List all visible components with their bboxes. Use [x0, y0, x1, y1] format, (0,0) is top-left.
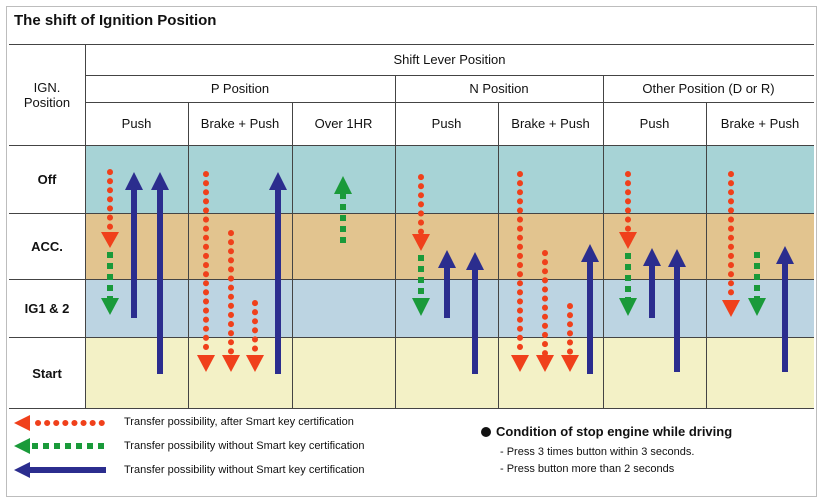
row-label-acc: ACC. — [31, 238, 63, 254]
grid-line — [603, 75, 604, 409]
blue-arrowhead — [776, 246, 794, 264]
legend-label-green: Transfer possibility without Smart key c… — [124, 440, 365, 452]
red-arrowhead — [222, 355, 240, 372]
diagram-title: The shift of Ignition Position — [14, 12, 217, 29]
grid-line — [395, 75, 396, 409]
red-arrowhead — [412, 234, 430, 251]
green-arrowhead — [101, 298, 119, 315]
green-arrowhead — [412, 298, 430, 316]
grid-line — [85, 75, 814, 76]
green-arrowhead — [334, 176, 352, 194]
row-label-start: Start — [32, 365, 62, 381]
row-label-off: Off — [37, 171, 57, 187]
header-group-p: P Position — [210, 81, 270, 96]
legend-red-arrowhead — [14, 415, 30, 431]
condition-bullet — [481, 427, 491, 437]
red-arrowhead — [246, 355, 264, 372]
red-arrowhead — [619, 232, 637, 249]
legend-blue-arrowhead — [14, 462, 30, 478]
red-arrowhead — [722, 300, 740, 317]
header-col-p-push: Push — [121, 116, 152, 131]
legend-label-blue: Transfer possibility without Smart key c… — [124, 464, 365, 476]
grid-line — [85, 102, 814, 103]
grid-line — [706, 102, 707, 409]
header-col-p-brake-push: Brake + Push — [200, 116, 280, 131]
header-ign-position: IGN. Position — [23, 79, 71, 110]
blue-arrowhead — [581, 244, 599, 262]
blue-arrowhead — [466, 252, 484, 270]
legend-green-arrowhead — [14, 438, 30, 454]
header-col-other-brake-push: Brake + Push — [720, 116, 800, 131]
blue-arrowhead — [125, 172, 143, 190]
condition-title: Condition of stop engine while driving — [496, 424, 733, 439]
header-col-other-push: Push — [639, 116, 670, 131]
grid-line — [9, 44, 814, 45]
grid-line — [9, 279, 814, 280]
blue-arrowhead — [668, 249, 686, 267]
header-group-n: N Position — [469, 81, 529, 96]
red-arrowhead — [536, 355, 554, 372]
header-col-p-over-1hr: Over 1HR — [314, 116, 373, 131]
grid-line — [498, 102, 499, 409]
grid-line — [9, 213, 814, 214]
header-shift-lever: Shift Lever Position — [393, 52, 506, 67]
grid-line — [85, 44, 86, 409]
grid-line — [9, 145, 814, 146]
red-arrowhead — [511, 355, 529, 372]
grid-line — [9, 337, 814, 338]
grid-line — [292, 102, 293, 409]
blue-arrowhead — [643, 248, 661, 266]
header-group-other: Other Position (D or R) — [642, 81, 775, 96]
red-arrowhead — [561, 355, 579, 372]
row-label-ig: IG1 & 2 — [24, 300, 70, 316]
legend-label-red: Transfer possibility, after Smart key ce… — [124, 416, 354, 428]
header-col-n-push: Push — [431, 116, 462, 131]
grid-line — [188, 102, 189, 409]
green-arrowhead — [748, 298, 766, 316]
grid-line — [9, 408, 814, 409]
blue-arrowhead — [151, 172, 169, 190]
blue-arrowhead — [438, 250, 456, 268]
green-arrowhead — [619, 298, 637, 316]
condition-item: - Press 3 times button within 3 seconds. — [500, 446, 695, 458]
blue-arrowhead — [269, 172, 287, 190]
header-col-n-brake-push: Brake + Push — [511, 116, 590, 131]
red-arrowhead — [101, 232, 119, 248]
red-arrowhead — [197, 355, 215, 372]
condition-item: - Press button more than 2 seconds — [500, 463, 675, 475]
